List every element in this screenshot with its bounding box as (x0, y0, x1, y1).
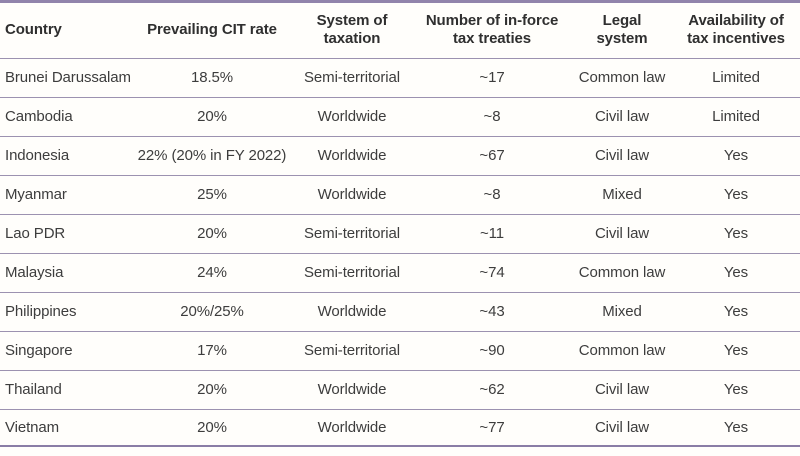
cell-legal-system: Civil law (594, 418, 650, 436)
column-header-cit-rate: Prevailing CIT rate (132, 3, 292, 59)
cell-cit-rate: 20% (132, 370, 292, 410)
cell-country: Myanmar (0, 175, 132, 215)
cell-country: Lao PDR (0, 214, 132, 254)
cell-legal-system: Civil law (572, 370, 672, 410)
table-row: Indonesia 22% (20% in FY 2022) Worldwide… (0, 136, 800, 176)
cell-system-of-taxation: Worldwide (317, 418, 387, 436)
cell-tax-incentives: Yes (672, 253, 800, 293)
cell-country: Indonesia (0, 136, 132, 176)
cell-country: Brunei Darussalam (0, 58, 132, 98)
table-row: Singapore 17% Semi-territorial ~90 Commo… (0, 331, 800, 371)
header-row: Country Prevailing CIT rate System of ta… (0, 3, 800, 59)
cell-tax-treaties: ~67 (412, 136, 572, 176)
cell-tax-incentives: Yes (672, 292, 800, 332)
cell-legal-system: Common law (572, 58, 672, 98)
asean-tax-comparison-table: Country Prevailing CIT rate System of ta… (0, 3, 800, 445)
column-header-legal-system: Legal system (572, 3, 672, 59)
cell-system-of-taxation: Worldwide (292, 370, 412, 410)
table-row: Thailand 20% Worldwide ~62 Civil law Yes (0, 370, 800, 410)
cell-tax-incentives: Limited (672, 58, 800, 98)
table-row: Philippines 20%/25% Worldwide ~43 Mixed … (0, 292, 800, 332)
cell-legal-system: Common law (572, 253, 672, 293)
cell-country: Malaysia (0, 253, 132, 293)
cell-tax-treaties: ~77 (479, 418, 505, 436)
table-bottom-rule (0, 445, 800, 447)
cell-tax-incentives: Yes (723, 418, 749, 436)
cell-tax-incentives: Limited (672, 97, 800, 137)
cell-tax-treaties: ~11 (412, 214, 572, 254)
table-row: Brunei Darussalam 18.5% Semi-territorial… (0, 58, 800, 98)
cell-cit-rate: 17% (132, 331, 292, 371)
cell-cit-rate: 20% (132, 97, 292, 137)
table-top-rule (0, 0, 800, 3)
column-header-tax-treaties: Number of in-force tax treaties (412, 3, 572, 59)
table-row: Malaysia 24% Semi-territorial ~74 Common… (0, 253, 800, 293)
cell-tax-treaties: ~8 (412, 175, 572, 215)
table-row: Cambodia 20% Worldwide ~8 Civil law Limi… (0, 97, 800, 137)
cell-cit-rate: 20% (197, 418, 227, 436)
cell-system-of-taxation: Worldwide (292, 136, 412, 176)
table-body: Brunei Darussalam 18.5% Semi-territorial… (0, 58, 800, 445)
cell-tax-treaties: ~43 (412, 292, 572, 332)
table-row: Lao PDR 20% Semi-territorial ~11 Civil l… (0, 214, 800, 254)
cell-legal-system: Civil law (572, 136, 672, 176)
cell-country: Philippines (0, 292, 132, 332)
cell-tax-incentives: Yes (672, 370, 800, 410)
cell-system-of-taxation: Semi-territorial (292, 253, 412, 293)
table-row: Myanmar 25% Worldwide ~8 Mixed Yes (0, 175, 800, 215)
cell-tax-incentives: Yes (672, 214, 800, 254)
column-header-country: Country (0, 3, 132, 59)
cell-cit-rate: 22% (20% in FY 2022) (132, 136, 292, 176)
cell-country: Thailand (0, 370, 132, 410)
cell-country: Singapore (0, 331, 132, 371)
cell-legal-system: Mixed (572, 175, 672, 215)
cell-tax-incentives: Yes (672, 331, 800, 371)
cell-tax-treaties: ~62 (412, 370, 572, 410)
cell-tax-incentives: Yes (672, 175, 800, 215)
cell-system-of-taxation: Semi-territorial (292, 214, 412, 254)
cell-cit-rate: 20% (132, 214, 292, 254)
cell-system-of-taxation: Semi-territorial (292, 331, 412, 371)
cell-tax-treaties: ~74 (412, 253, 572, 293)
cell-legal-system: Common law (572, 331, 672, 371)
cell-system-of-taxation: Worldwide (292, 292, 412, 332)
cell-legal-system: Civil law (572, 97, 672, 137)
cell-cit-rate: 24% (132, 253, 292, 293)
cell-country: Vietnam (5, 418, 60, 436)
cell-country: Cambodia (0, 97, 132, 137)
cell-tax-incentives: Yes (672, 136, 800, 176)
table-row: Vietnam 20% Worldwide ~77 Civil law Yes (0, 409, 800, 445)
column-header-tax-incentives: Availability of tax incentives (672, 3, 800, 59)
cell-tax-treaties: ~90 (412, 331, 572, 371)
cell-cit-rate: 25% (132, 175, 292, 215)
table-header: Country Prevailing CIT rate System of ta… (0, 3, 800, 59)
cell-legal-system: Civil law (572, 214, 672, 254)
cell-system-of-taxation: Worldwide (292, 175, 412, 215)
column-header-system-of-taxation: System of taxation (292, 3, 412, 59)
cell-legal-system: Mixed (572, 292, 672, 332)
cell-cit-rate: 20%/25% (132, 292, 292, 332)
cell-tax-treaties: ~17 (412, 58, 572, 98)
cell-tax-treaties: ~8 (412, 97, 572, 137)
cell-cit-rate: 18.5% (132, 58, 292, 98)
cell-system-of-taxation: Worldwide (292, 97, 412, 137)
cell-system-of-taxation: Semi-territorial (292, 58, 412, 98)
